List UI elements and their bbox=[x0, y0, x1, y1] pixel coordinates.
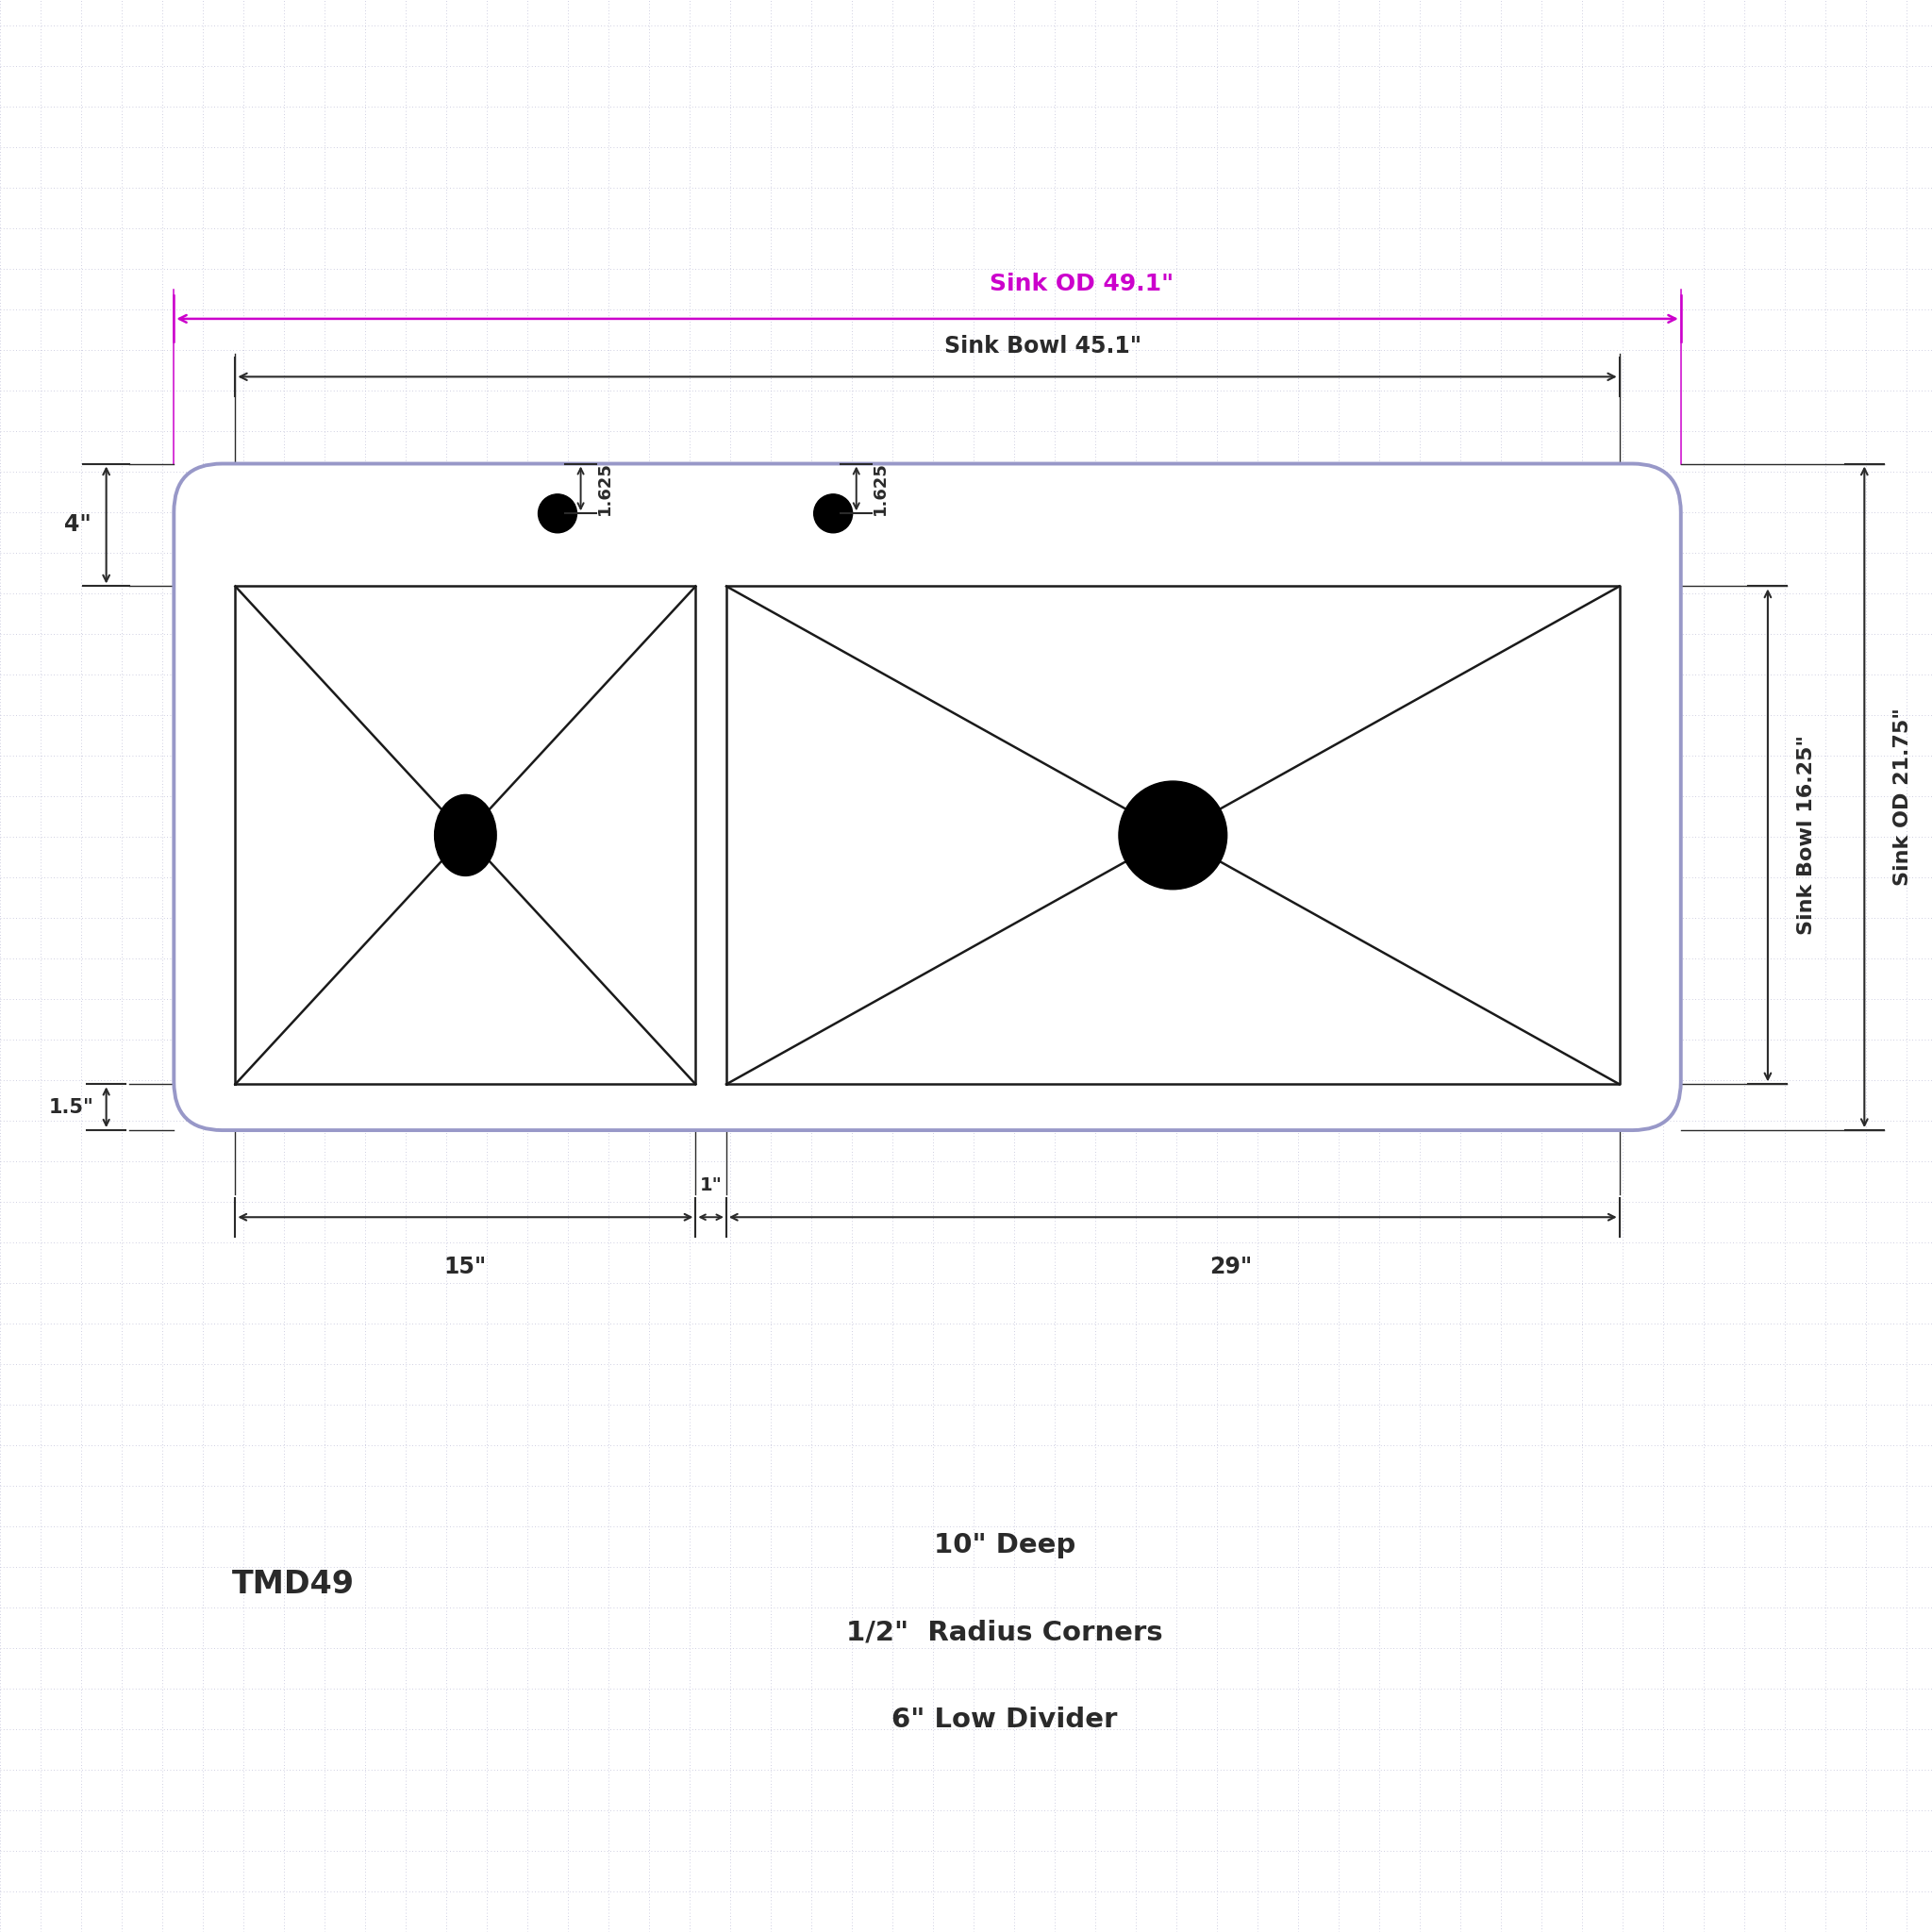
Circle shape bbox=[539, 495, 578, 533]
Text: Sink Bowl 45.1": Sink Bowl 45.1" bbox=[945, 334, 1142, 357]
Text: Sink Bowl 16.25": Sink Bowl 16.25" bbox=[1797, 736, 1816, 935]
Text: 1.625: 1.625 bbox=[597, 462, 612, 516]
FancyBboxPatch shape bbox=[174, 464, 1681, 1130]
Circle shape bbox=[1119, 781, 1227, 889]
Text: 15": 15" bbox=[444, 1256, 487, 1279]
Ellipse shape bbox=[435, 794, 497, 875]
Text: 1.5": 1.5" bbox=[48, 1097, 95, 1117]
Text: 4": 4" bbox=[64, 514, 91, 537]
Text: Sink OD 49.1": Sink OD 49.1" bbox=[989, 272, 1175, 296]
Text: 1": 1" bbox=[699, 1177, 723, 1194]
Text: TMD49: TMD49 bbox=[232, 1569, 354, 1600]
Text: 6" Low Divider: 6" Low Divider bbox=[893, 1706, 1117, 1733]
Text: 10" Deep: 10" Deep bbox=[933, 1532, 1076, 1559]
Text: 1.625: 1.625 bbox=[871, 462, 889, 516]
Text: Sink OD 21.75": Sink OD 21.75" bbox=[1893, 707, 1913, 887]
Text: 1/2"  Radius Corners: 1/2" Radius Corners bbox=[846, 1619, 1163, 1646]
Text: 29": 29" bbox=[1209, 1256, 1252, 1279]
Circle shape bbox=[813, 495, 852, 533]
